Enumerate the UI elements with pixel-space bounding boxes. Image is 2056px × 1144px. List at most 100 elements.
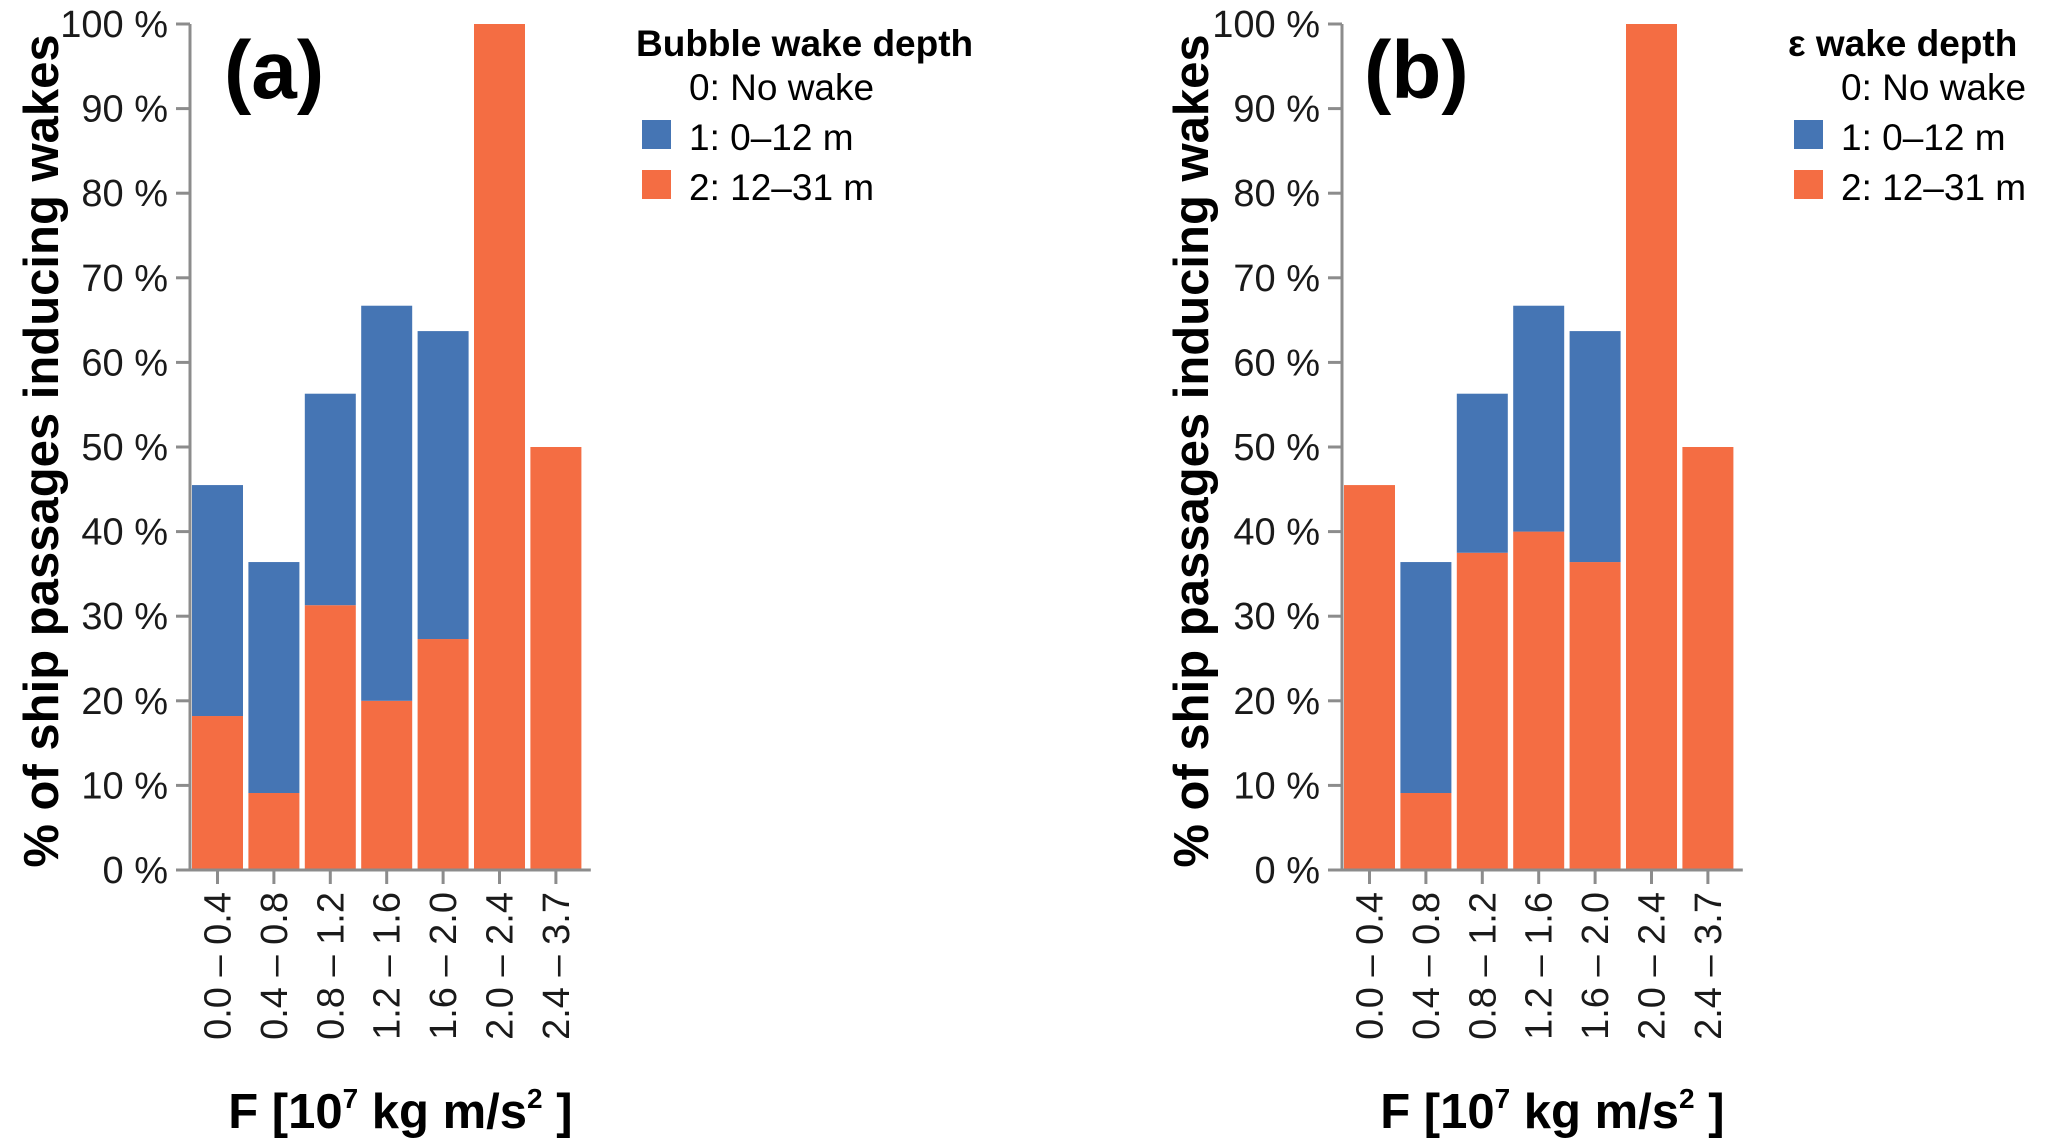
y-tick-label: 60 % (81, 342, 168, 384)
bar-segment (1569, 562, 1621, 870)
legend-swatch (642, 120, 671, 149)
bar-segment (1400, 793, 1452, 870)
x-axis-title: F [107 kg m/s2 ] (1380, 1083, 1724, 1139)
bar-segment (1456, 552, 1508, 870)
panel-b: 0 % 10 % 20 % 30 % 40 % 50 % 60 % 70 % 80 % 90 % 1… (1165, 4, 2026, 1139)
legend-label: 0: No wake (689, 67, 874, 108)
x-tick-label: 1.6 – 2.0 (423, 892, 465, 1040)
legend-item: 1: 0–12 m (1794, 117, 2006, 158)
bar-segment (1682, 447, 1734, 870)
x-tick-label: 0.0 – 0.4 (198, 892, 240, 1040)
superscript: 7 (1495, 1083, 1511, 1114)
y-tick-label: 80 % (1233, 173, 1320, 215)
y-tick-label: 50 % (1233, 427, 1320, 469)
x-axis-title: F [107 kg m/s2 ] (228, 1083, 572, 1139)
bar-segment (530, 447, 582, 870)
y-tick-label: 20 % (81, 681, 168, 723)
bar-segment (417, 331, 469, 640)
axis-title-part: F [10 (228, 1085, 342, 1139)
x-tick-label: 0.0 – 0.4 (1350, 892, 1392, 1040)
panel-label: (a) (224, 25, 324, 116)
axis-title-part: kg m/s (1510, 1085, 1679, 1139)
legend-swatch (1794, 170, 1823, 199)
bar-segment (1626, 24, 1677, 870)
y-tick-label: 80 % (81, 173, 168, 215)
y-tick-label: 70 % (1233, 258, 1320, 300)
legend-title: Bubble wake depth (636, 23, 973, 64)
bar-segment (304, 393, 356, 606)
bar-segment (361, 700, 413, 870)
superscript: 2 (1679, 1083, 1695, 1114)
x-tick-label: 0.4 – 0.8 (254, 892, 296, 1040)
y-tick-label: 100 % (1212, 4, 1320, 46)
x-tick-label: 2.0 – 2.4 (1632, 892, 1674, 1040)
y-tick-label: 0 % (103, 850, 168, 892)
y-axis-title: % of ship passages inducing wakes (15, 34, 69, 867)
legend-item: 0: No wake (689, 67, 874, 108)
bar-segment (304, 605, 356, 870)
bar-segment (417, 639, 469, 870)
series-deep-wake (192, 24, 582, 870)
y-tick-label: 30 % (1233, 596, 1320, 638)
x-tick-label: 1.2 – 1.6 (1519, 892, 1561, 1040)
x-tick-label: 0.4 – 0.8 (1406, 892, 1448, 1040)
bar-segment (1569, 331, 1621, 563)
bar-segment (361, 305, 413, 701)
legend-title: ε wake depth (1788, 23, 2017, 64)
bar-segment (1513, 305, 1565, 532)
superscript: 2 (527, 1083, 543, 1114)
legend-swatch (1794, 120, 1823, 149)
x-tick-label: 1.6 – 2.0 (1575, 892, 1617, 1040)
axis-title-part: kg m/s (358, 1085, 527, 1139)
axis-title-part: ] (1695, 1085, 1725, 1139)
x-tick-label: 2.4 – 3.7 (536, 892, 578, 1040)
x-tick-label: 1.2 – 1.6 (367, 892, 409, 1040)
legend-swatch (642, 170, 671, 199)
y-tick-label: 0 % (1255, 850, 1320, 892)
superscript: 7 (343, 1083, 359, 1114)
x-tick-label: 0.8 – 1.2 (310, 892, 352, 1040)
series-shallow-wake (192, 305, 469, 794)
y-tick-label: 40 % (81, 512, 168, 554)
bar-segment (1400, 562, 1452, 794)
x-tick-label: 2.0 – 2.4 (480, 892, 522, 1040)
bar-segment (1344, 485, 1395, 870)
legend-label: 2: 12–31 m (689, 167, 874, 208)
panel-a: 0 % 10 % 20 % 30 % 40 % 50 % 60 % 70 % 80 % 90 % 1… (15, 4, 973, 1139)
series-deep-wake (1344, 24, 1734, 870)
y-tick-label: 10 % (1233, 765, 1320, 807)
y-tick-label: 90 % (81, 89, 168, 131)
bar-segment (474, 24, 525, 870)
y-tick-label: 60 % (1233, 342, 1320, 384)
legend-label: 1: 0–12 m (1841, 117, 2006, 158)
legend-item: 1: 0–12 m (642, 117, 854, 158)
bar-segment (1513, 531, 1565, 870)
legend-label: 1: 0–12 m (689, 117, 854, 158)
x-tick-label: 2.4 – 3.7 (1688, 892, 1730, 1040)
panel-label: (b) (1364, 25, 1469, 116)
bar-segment (1456, 393, 1508, 553)
x-tick-label: 0.8 – 1.2 (1462, 892, 1504, 1040)
axis-title-part: F [10 (1380, 1085, 1494, 1139)
legend-label: 2: 12–31 m (1841, 167, 2026, 208)
legend-item: 2: 12–31 m (1794, 167, 2026, 208)
y-tick-label: 50 % (81, 427, 168, 469)
y-tick-label: 90 % (1233, 89, 1320, 131)
y-tick-label: 40 % (1233, 512, 1320, 554)
legend-item: 0: No wake (1841, 67, 2026, 108)
y-tick-label: 10 % (81, 765, 168, 807)
bar-segment (192, 716, 243, 870)
y-tick-label: 70 % (81, 258, 168, 300)
series-shallow-wake (1400, 305, 1621, 794)
legend-label: 0: No wake (1841, 67, 2026, 108)
y-tick-label: 20 % (1233, 681, 1320, 723)
y-axis-title: % of ship passages inducing wakes (1165, 34, 1219, 867)
bar-segment (192, 485, 243, 717)
bar-segment (248, 793, 300, 870)
y-tick-label: 30 % (81, 596, 168, 638)
legend-item: 2: 12–31 m (642, 167, 874, 208)
axis-title-part: ] (543, 1085, 573, 1139)
